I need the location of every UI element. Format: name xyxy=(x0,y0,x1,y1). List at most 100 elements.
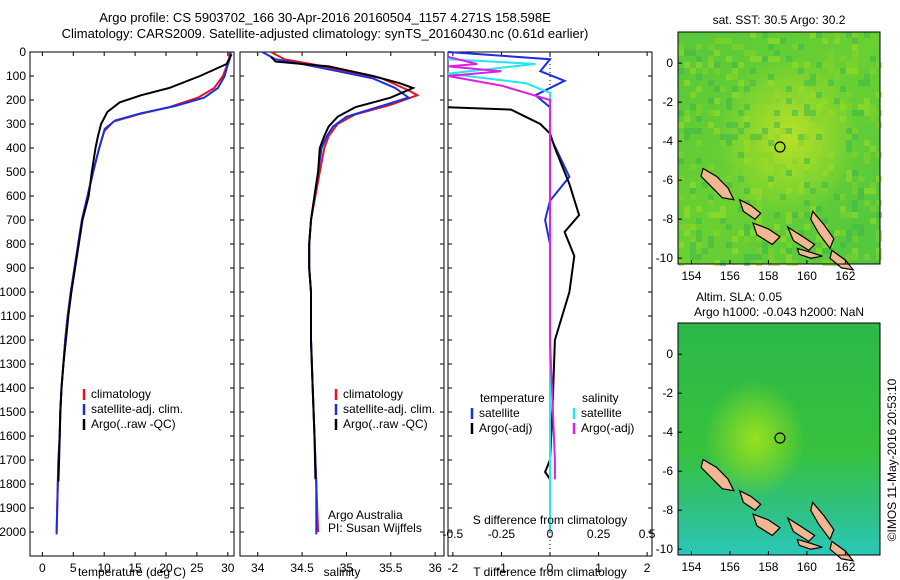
map-cell xyxy=(684,62,690,68)
x-tick-label: 162 xyxy=(835,269,855,283)
map-cell xyxy=(774,134,780,140)
map-cell xyxy=(696,254,702,260)
map-cell xyxy=(696,242,702,248)
map-cell xyxy=(858,230,864,236)
map-cell xyxy=(696,158,702,164)
annotation-text: Argo Australia xyxy=(328,508,403,522)
legend-label: satellite-adj. clim. xyxy=(343,402,435,416)
map-cell xyxy=(708,122,714,128)
map-cell xyxy=(780,164,786,170)
x-tick-label: 158 xyxy=(758,269,778,283)
map-cell xyxy=(750,32,756,38)
map-cell xyxy=(744,224,750,230)
map-cell xyxy=(864,152,870,158)
map-cell xyxy=(768,158,774,164)
map-cell xyxy=(774,122,780,128)
map-cell xyxy=(696,110,702,116)
map-cell xyxy=(726,224,732,230)
map-cell xyxy=(678,122,684,128)
map-cell xyxy=(714,86,720,92)
map-cell xyxy=(804,224,810,230)
map-cell xyxy=(750,188,756,194)
map-cell xyxy=(792,62,798,68)
map-cell xyxy=(846,104,852,110)
map-cell xyxy=(864,80,870,86)
map-cell xyxy=(876,62,882,68)
map-cell xyxy=(786,230,792,236)
map-cell xyxy=(786,218,792,224)
x-tick-label: 160 xyxy=(797,560,817,574)
map-cell xyxy=(708,164,714,170)
map-cell xyxy=(726,56,732,62)
map-cell xyxy=(732,134,738,140)
map-cell xyxy=(726,38,732,44)
map-cell xyxy=(774,110,780,116)
map-cell xyxy=(810,116,816,122)
map-cell xyxy=(792,212,798,218)
y-tick-label: -10 xyxy=(656,542,674,556)
map-cell xyxy=(714,212,720,218)
map-cell xyxy=(798,68,804,74)
map-cell xyxy=(852,182,858,188)
map-cell xyxy=(792,158,798,164)
map-cell xyxy=(726,140,732,146)
map-cell xyxy=(678,224,684,230)
x-tick-label: -2 xyxy=(448,561,459,575)
map-cell xyxy=(804,146,810,152)
map-cell xyxy=(804,158,810,164)
y-tick-label: -8 xyxy=(662,503,673,517)
map-cell xyxy=(738,230,744,236)
map-cell xyxy=(870,182,876,188)
argo-location-marker xyxy=(774,432,786,444)
map-cell xyxy=(852,212,858,218)
map-cell xyxy=(846,176,852,182)
map-cell xyxy=(678,44,684,50)
map-cell xyxy=(744,158,750,164)
map-cell xyxy=(786,164,792,170)
map-cell xyxy=(738,128,744,134)
map-cell xyxy=(798,98,804,104)
map-cell xyxy=(786,80,792,86)
map-cell xyxy=(804,200,810,206)
top-tick-label: -0.5 xyxy=(443,527,464,541)
y-tick-label: 1000 xyxy=(0,285,26,299)
y-tick-label: 400 xyxy=(6,141,26,155)
map-cell xyxy=(792,170,798,176)
x-tick-label: 156 xyxy=(720,560,740,574)
map-cell xyxy=(870,68,876,74)
map-cell xyxy=(828,152,834,158)
coastline xyxy=(738,198,762,220)
header-line-1: Argo profile: CS 5903702_166 30-Apr-2016… xyxy=(99,10,551,25)
map-cell xyxy=(846,254,852,260)
y-tick-label: 300 xyxy=(6,117,26,131)
map-cell xyxy=(816,32,822,38)
x-tick-label: 5 xyxy=(70,561,77,575)
map-cell xyxy=(840,104,846,110)
coastline xyxy=(786,225,816,252)
map-cell xyxy=(840,110,846,116)
x-tick-label: 162 xyxy=(835,560,855,574)
map-cell xyxy=(750,230,756,236)
map-cell xyxy=(726,134,732,140)
map-cell xyxy=(768,152,774,158)
map-cell xyxy=(822,80,828,86)
map-cell xyxy=(768,176,774,182)
map-cell xyxy=(696,62,702,68)
map-cell xyxy=(852,128,858,134)
map-cell xyxy=(846,68,852,74)
y-tick-label: 0 xyxy=(666,347,673,361)
map-cell xyxy=(852,44,858,50)
map-cell xyxy=(792,44,798,50)
map-cell xyxy=(690,254,696,260)
map-cell xyxy=(684,230,690,236)
map-cell xyxy=(822,110,828,116)
map-cell xyxy=(780,38,786,44)
map-cell xyxy=(864,140,870,146)
map-cell xyxy=(744,116,750,122)
map-cell xyxy=(876,212,882,218)
map-cell xyxy=(870,218,876,224)
argo-location-marker xyxy=(774,141,786,153)
map-cell xyxy=(690,194,696,200)
map-cell xyxy=(804,80,810,86)
map-cell xyxy=(744,260,750,266)
